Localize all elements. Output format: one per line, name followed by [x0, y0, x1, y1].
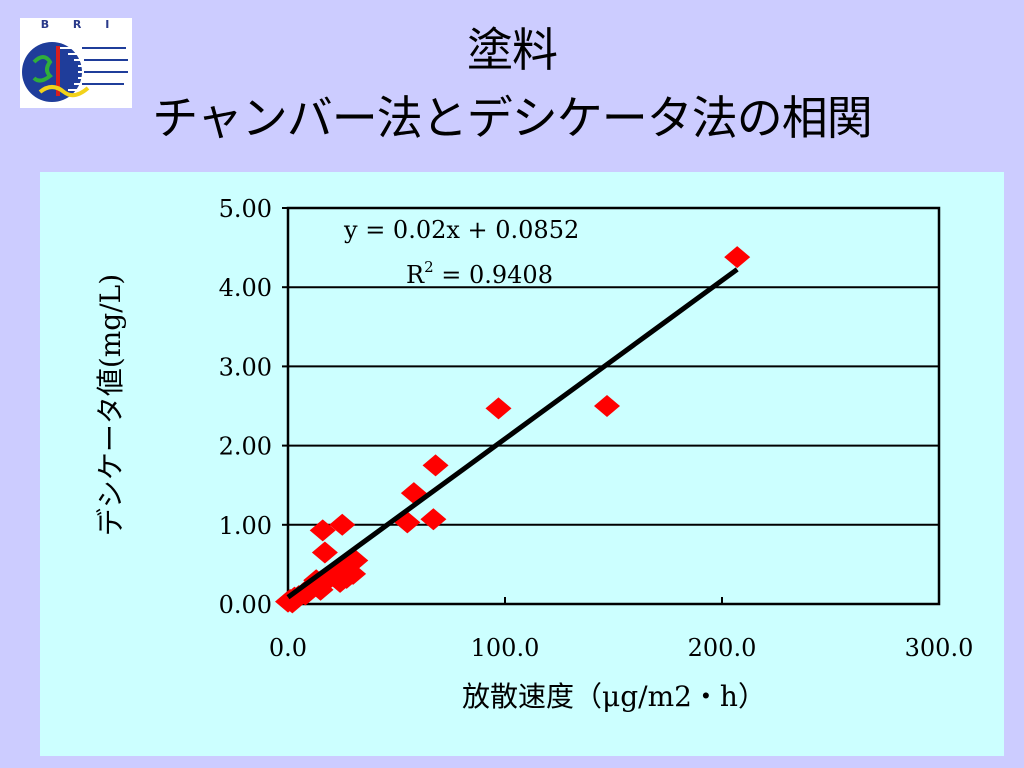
- chart-panel: 0.00 1.00 2.00 3.00 4.00 5.00 0.0 100.0 200.0 30…: [40, 172, 1004, 756]
- x-tick-label: 200.0: [688, 634, 757, 662]
- data-point: [485, 397, 512, 420]
- y-tick-label: 1.00: [219, 512, 272, 540]
- trendline-r-squared: R2 = 0.9408: [406, 258, 553, 289]
- data-point: [309, 519, 336, 542]
- data-markers: [275, 246, 751, 614]
- data-point: [311, 541, 338, 564]
- x-axis-label: 放散速度（μg/m2・h）: [462, 680, 766, 713]
- y-tick-label: 3.00: [219, 353, 272, 381]
- data-point: [593, 395, 620, 417]
- trendline-equation: y = 0.02x + 0.0852: [343, 216, 579, 244]
- data-point: [340, 562, 367, 585]
- x-tick-label: 100.0: [471, 634, 540, 662]
- data-point: [422, 454, 449, 477]
- grid-lines: [288, 286, 939, 526]
- slide-subtitle: チャンバー法とデシケータ法の相関: [152, 91, 873, 145]
- slide-title: 塗料: [467, 23, 558, 77]
- bri-logo: B R I: [20, 18, 132, 108]
- y-tick-label: 0.00: [219, 591, 272, 619]
- x-tick-label: 0.0: [269, 634, 307, 662]
- data-point: [724, 246, 751, 269]
- logo-letters: B R I: [40, 18, 120, 31]
- data-point: [329, 513, 356, 536]
- y-tick-label: 5.00: [219, 195, 272, 223]
- plot-area: [286, 206, 941, 606]
- y-axis-ticks: 0.00 1.00 2.00 3.00 4.00 5.00: [219, 195, 288, 619]
- y-tick-label: 4.00: [219, 274, 272, 302]
- x-tick-label: 300.0: [905, 634, 974, 662]
- x-axis-ticks: 0.0 100.0 200.0 300.0: [269, 597, 973, 662]
- y-axis-label: デシケータ値(mg/L): [94, 274, 127, 536]
- bri-emblem-icon: [22, 42, 130, 102]
- y-tick-label: 2.00: [219, 433, 272, 461]
- scatter-chart: 0.00 1.00 2.00 3.00 4.00 5.00 0.0 100.0 200.0 30…: [94, 195, 973, 713]
- trendline: [286, 267, 739, 600]
